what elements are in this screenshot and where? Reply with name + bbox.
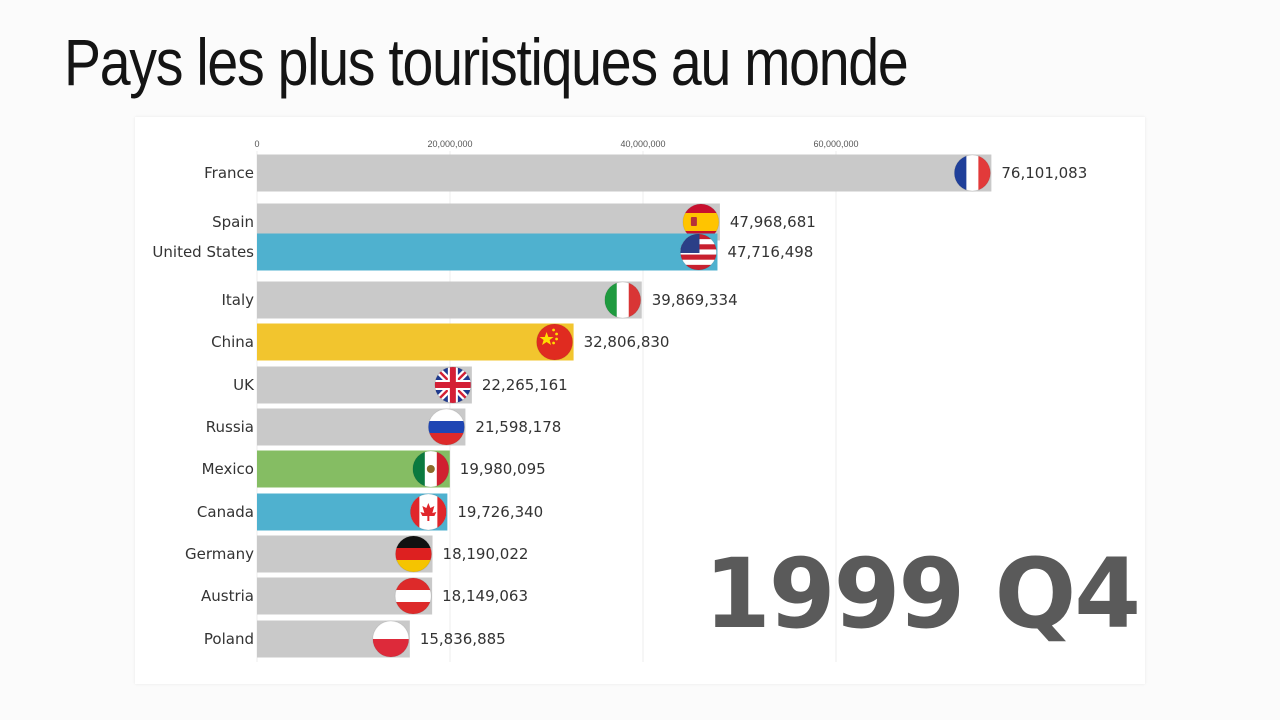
bar (257, 233, 718, 271)
bar-row: Mexico 19,980,095 (202, 450, 546, 488)
x-tick-label: 60,000,000 (813, 139, 858, 149)
category-label: Russia (206, 418, 254, 436)
category-label: China (211, 333, 254, 351)
category-label: Mexico (202, 460, 254, 478)
category-label: Italy (221, 291, 254, 309)
category-label: United States (152, 243, 254, 261)
bar-row: Germany 18,190,022 (185, 535, 529, 573)
poland-flag-icon (372, 620, 410, 658)
bar-row: Austria 18,149,063 (201, 577, 528, 615)
france-flag-icon (953, 154, 991, 192)
value-label: 22,265,161 (482, 376, 568, 394)
chart-panel: 0 20,000,000 40,000,000 60,000,000 France 76… (135, 117, 1145, 684)
x-axis-ticks: 0 20,000,000 40,000,000 60,000,000 (254, 139, 858, 149)
value-label: 32,806,830 (584, 333, 670, 351)
bar-chart: 0 20,000,000 40,000,000 60,000,000 France 76… (152, 139, 1087, 662)
x-tick-label: 0 (254, 139, 259, 149)
category-label: Spain (212, 213, 254, 231)
bar-row: France 76,101,083 (204, 154, 1087, 192)
category-label: UK (233, 376, 255, 394)
bar-row: Russia 21,598,178 (206, 408, 561, 446)
canada-flag-icon (409, 493, 447, 531)
x-tick-label: 40,000,000 (620, 139, 665, 149)
austria-flag-icon (394, 577, 432, 615)
category-label: Austria (201, 587, 254, 605)
x-tick-label: 20,000,000 (427, 139, 472, 149)
value-label: 47,968,681 (730, 213, 816, 231)
bar-row: Canada 19,726,340 (197, 493, 543, 531)
united-states-flag-icon (679, 233, 717, 271)
bar-row: China 32,806,830 (211, 323, 670, 361)
china-flag-icon (536, 323, 574, 361)
mexico-flag-icon (412, 450, 450, 488)
value-label: 19,726,340 (457, 503, 543, 521)
period-label: 1999 Q4 (704, 538, 1141, 650)
value-label: 47,716,498 (727, 243, 813, 261)
value-label: 15,836,885 (420, 630, 506, 648)
bar (257, 281, 642, 319)
value-label: 21,598,178 (475, 418, 561, 436)
germany-flag-icon (395, 535, 433, 573)
bar (257, 154, 992, 192)
bar-row: UK 22,265,161 (233, 366, 568, 404)
russia-flag-icon (427, 408, 465, 446)
bars: France 76,101,083 Spain 47,968,681 United St… (152, 154, 1087, 658)
category-label: Germany (185, 545, 254, 563)
bar-row: United States 47,716,498 (152, 233, 813, 271)
value-label: 18,149,063 (442, 587, 528, 605)
bar (257, 323, 574, 361)
uk-flag-icon (434, 366, 472, 404)
value-label: 39,869,334 (652, 291, 738, 309)
bar-row: Italy 39,869,334 (221, 281, 738, 319)
value-label: 76,101,083 (1001, 164, 1087, 182)
value-label: 18,190,022 (443, 545, 529, 563)
value-label: 19,980,095 (460, 460, 546, 478)
category-label: Canada (197, 503, 254, 521)
bar-row: Poland 15,836,885 (204, 620, 506, 658)
category-label: Poland (204, 630, 254, 648)
italy-flag-icon (604, 281, 642, 319)
category-label: France (204, 164, 254, 182)
page-title: Pays les plus touristiques au monde (64, 25, 909, 99)
